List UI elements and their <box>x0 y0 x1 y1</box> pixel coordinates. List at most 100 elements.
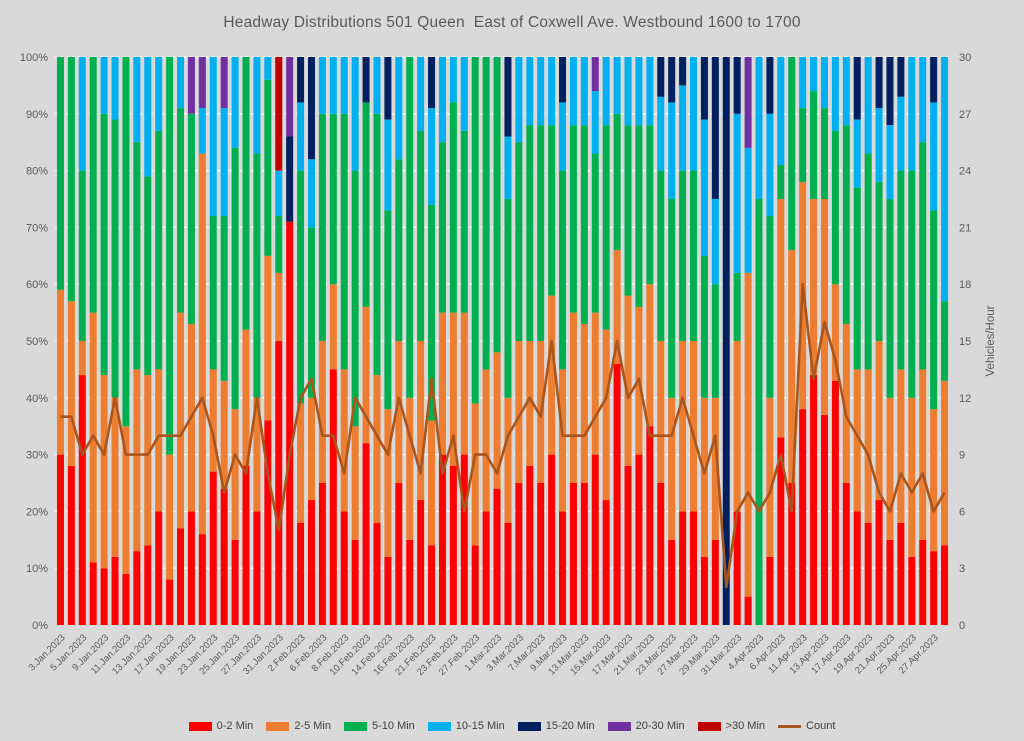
legend-item-15-20-min: 15-20 Min <box>517 720 595 732</box>
bar-segment <box>766 57 774 114</box>
bar-segment <box>711 57 719 199</box>
bar-segment <box>668 102 676 199</box>
bar-segment <box>799 108 807 182</box>
bar-segment <box>56 57 64 290</box>
bar-segment <box>482 511 490 625</box>
bar-segment <box>351 426 359 540</box>
bar-segment <box>602 57 610 126</box>
bar-segment <box>897 522 905 625</box>
bar-segment <box>820 108 828 199</box>
legend-item-10-15-min: 10-15 Min <box>427 720 505 732</box>
bar-segment <box>155 130 163 370</box>
bar-segment <box>428 420 436 546</box>
bar-segment <box>515 57 523 143</box>
bar-segment <box>515 341 523 483</box>
bar-segment <box>646 57 654 126</box>
bar-segment <box>264 57 272 80</box>
bar-segment <box>187 511 195 625</box>
bar-segment <box>100 57 108 114</box>
bar-segment <box>853 187 861 370</box>
bar-segment <box>537 483 545 625</box>
bar-segment <box>504 522 512 625</box>
bar-segment <box>275 341 283 625</box>
bar-segment <box>275 216 283 273</box>
bar-segment <box>166 57 174 455</box>
bar-segment <box>711 199 719 285</box>
left-axis-tick: 60% <box>26 279 48 291</box>
bar-segment <box>820 57 828 109</box>
left-axis-tick: 20% <box>26 506 48 518</box>
bar-segment <box>668 199 676 398</box>
right-axis-tick: 18 <box>959 279 971 291</box>
bar-segment <box>449 312 457 466</box>
bar-segment <box>842 483 850 625</box>
bar-segment <box>209 471 217 625</box>
bar-segment <box>842 323 850 483</box>
bar-segment <box>395 341 403 483</box>
bar-segment <box>297 102 305 171</box>
bar-segment <box>220 216 228 381</box>
bar-segment <box>733 272 741 341</box>
bar-segment <box>668 539 676 625</box>
bar-segment <box>733 511 741 625</box>
legend-label: 15-20 Min <box>545 720 595 732</box>
bar-segment <box>897 369 905 523</box>
bar-segment <box>591 57 599 92</box>
bar-segment <box>930 210 938 410</box>
bar-segment <box>133 57 141 143</box>
bar-segment <box>286 57 294 137</box>
bar-segment <box>438 57 446 143</box>
bar-segment <box>864 369 872 523</box>
right-axis-tick: 27 <box>959 109 971 121</box>
bar-segment <box>526 57 534 126</box>
bar-segment <box>548 454 556 625</box>
bar-segment <box>559 511 567 625</box>
bar-segment <box>297 170 305 404</box>
bar-segment <box>635 454 643 625</box>
legend-label: 20-30 Min <box>635 720 685 732</box>
bar-segment <box>307 397 315 501</box>
bar-segment <box>569 483 577 625</box>
bar-segment <box>580 57 588 126</box>
bar-segment <box>941 380 949 546</box>
bar-segment <box>111 556 119 625</box>
bar-segment <box>493 57 501 353</box>
bar-segment <box>886 199 894 398</box>
legend-item-count: Count <box>778 720 835 732</box>
bar-segment <box>351 170 359 427</box>
bar-segment <box>591 91 599 154</box>
right-axis-tick: 0 <box>959 620 965 632</box>
bar-segment <box>384 119 392 211</box>
bar-segment <box>340 511 348 625</box>
bar-segment <box>613 250 621 364</box>
bar-segment <box>941 301 949 381</box>
bar-segment <box>624 57 632 126</box>
bar-segment <box>504 57 512 137</box>
bar-segment <box>744 272 752 597</box>
bar-segment <box>679 511 687 625</box>
bar-segment <box>646 284 654 427</box>
bar-segment <box>777 437 785 625</box>
bar-segment <box>482 369 490 512</box>
bar-segment <box>198 108 206 154</box>
bar-segment <box>329 369 337 625</box>
bar-segment <box>351 539 359 625</box>
left-axis-tick: 30% <box>26 450 48 462</box>
bar-segment <box>908 57 916 171</box>
legend-label: Count <box>806 720 836 732</box>
bar-segment <box>853 57 861 120</box>
legend-label: 5-10 Min <box>372 720 415 732</box>
bar-segment <box>526 125 534 341</box>
bar-segment <box>504 136 512 199</box>
bar-segment <box>679 170 687 341</box>
bar-segment <box>438 454 446 625</box>
bar-segment <box>89 562 97 625</box>
bar-segment <box>144 57 152 177</box>
legend-item--30-min: >30 Min <box>697 720 765 732</box>
bar-segment <box>220 380 228 489</box>
bar-segment <box>657 170 665 341</box>
left-axis-tick: 70% <box>26 222 48 234</box>
bar-segment <box>187 113 195 324</box>
bar-segment <box>777 164 785 199</box>
bar-segment <box>930 57 938 103</box>
